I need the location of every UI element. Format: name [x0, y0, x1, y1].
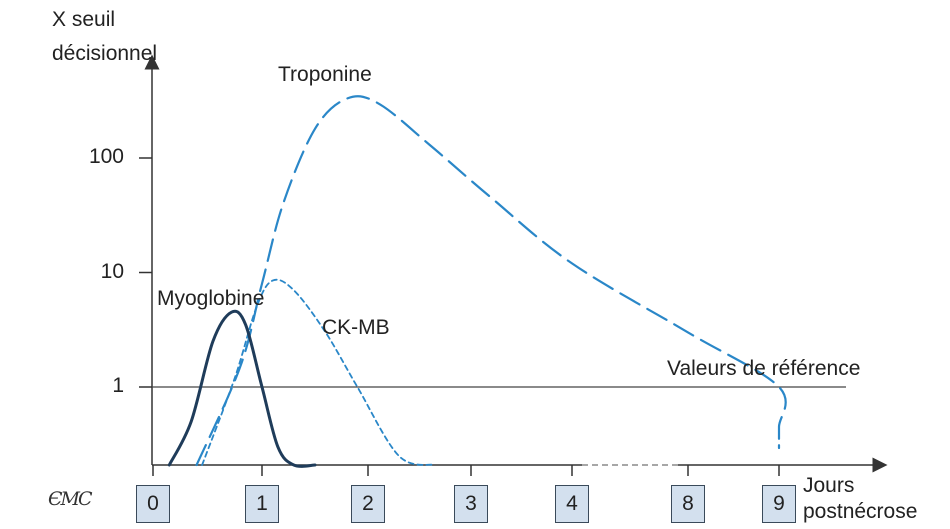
axes — [144, 54, 888, 473]
y-tick-label: 10 — [100, 259, 124, 283]
x-category-box: 3 — [454, 485, 488, 523]
troponine-label: Troponine — [278, 63, 372, 86]
reference-line-label: Valeurs de référence — [667, 357, 861, 380]
y-tick-label: 1 — [112, 374, 124, 397]
x-category-box: 9 — [762, 485, 796, 523]
x-category-box: 1 — [245, 485, 279, 523]
myoglobine-label: Myoglobine — [157, 287, 265, 310]
x-category-box: 2 — [351, 485, 385, 523]
series-line-myoglobine — [167, 309, 317, 468]
series-line-ck-mb — [201, 278, 436, 466]
emc-logo: ЄМС — [48, 488, 93, 510]
x-category-box: 8 — [671, 485, 705, 523]
ckmb-label: CK-MB — [322, 316, 390, 339]
y-tick-label: 100 — [88, 145, 124, 168]
tick-marks — [139, 157, 780, 476]
y-axis-label-line1: X seuil — [52, 8, 116, 31]
series-layer — [167, 95, 787, 468]
y-axis-label-line2: décisionnel — [52, 42, 158, 65]
x-axis-label-line2: postnécrose — [803, 500, 918, 523]
series-line-troponine — [195, 95, 787, 467]
x-category-box: 4 — [555, 485, 589, 523]
x-category-box: 0 — [136, 485, 170, 523]
x-axis-label-line1: Jours — [803, 474, 855, 497]
